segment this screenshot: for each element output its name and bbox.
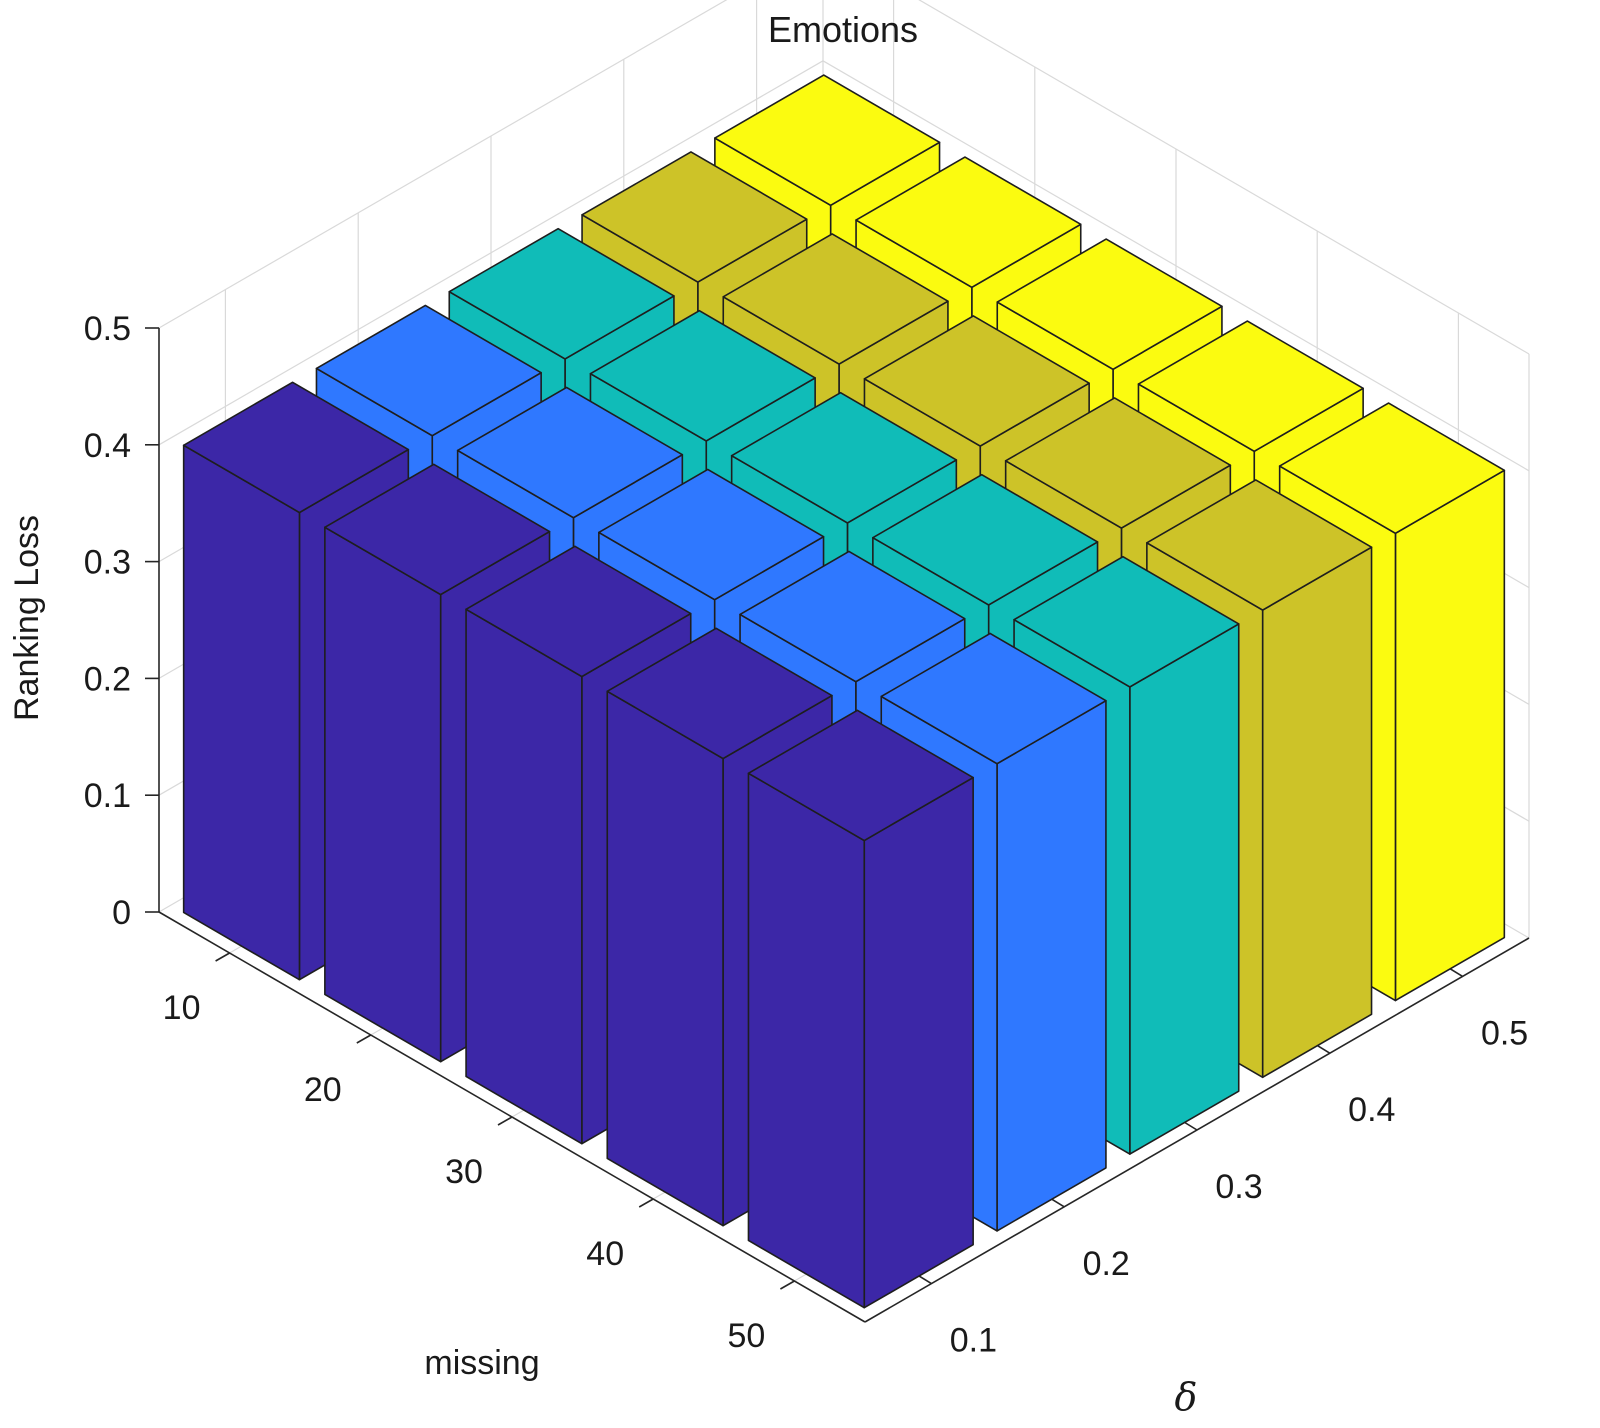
bar-face-left: [606, 690, 724, 1227]
missing-tick-label: 30: [445, 1153, 483, 1191]
bar-face-left: [324, 526, 442, 1063]
bar-face-right: [996, 699, 1107, 1232]
delta-tick-label: 0.5: [1481, 1014, 1528, 1052]
delta-tick-label: 0.2: [1083, 1245, 1130, 1283]
bar-face-right: [1394, 469, 1506, 1002]
bar-face-left: [747, 772, 866, 1309]
z-tick-label: 0: [112, 894, 131, 932]
bar-face-top: [872, 473, 1099, 606]
bar-face-top: [1004, 397, 1232, 529]
delta-tick-label: 0.3: [1215, 1168, 1262, 1206]
bar-face-top: [747, 709, 974, 842]
bar-face-top: [880, 632, 1107, 765]
delta-tick-mark: [1050, 1198, 1065, 1208]
bar-face-left: [465, 608, 583, 1145]
bar-face-top: [1137, 320, 1364, 453]
delta-tick-mark: [1316, 1044, 1331, 1054]
bar-face-top: [722, 233, 949, 365]
bar-face-top: [589, 309, 816, 442]
delta-tick-label: 0.1: [950, 1322, 997, 1360]
delta-tick-mark: [1183, 1121, 1198, 1131]
bar-face-right: [863, 776, 974, 1309]
z-axis-label: Ranking Loss: [8, 515, 46, 721]
bar-face-top: [863, 315, 1090, 447]
bar-face-top: [1146, 479, 1373, 611]
delta-tick-label: 0.4: [1348, 1091, 1395, 1129]
chart-title: Emotions: [768, 9, 918, 50]
bar-face-top: [448, 227, 675, 360]
z-tick-label: 0.4: [84, 427, 131, 465]
bar-face-top: [581, 151, 808, 283]
missing-tick-mark: [780, 1280, 795, 1290]
missing-tick-label: 20: [304, 1071, 342, 1109]
z-tick-label: 0.1: [84, 777, 131, 815]
missing-tick-label: 10: [163, 989, 201, 1027]
missing-tick-label: 40: [586, 1235, 624, 1273]
delta-axis-label: δ: [1175, 1375, 1198, 1419]
missing-axis-label: missing: [424, 1344, 539, 1382]
bar-face-right: [1129, 623, 1240, 1155]
delta-tick-mark: [917, 1274, 932, 1285]
bar-face-left: [182, 444, 301, 981]
bar-face-top: [456, 386, 684, 519]
axes: [145, 327, 1530, 1323]
bar-face-top: [1278, 402, 1506, 535]
bar-face-top: [714, 74, 941, 207]
bar-face-top: [739, 550, 966, 683]
bar-face-top: [465, 545, 692, 678]
delta-tick-mark: [1449, 967, 1464, 978]
missing-tick-mark: [356, 1034, 372, 1044]
tick-labels: 0 0.1 0.2 0.3 0.4 0.5 10 20 30 40 50 0.1 0.2 0.3 0.4 0.…: [84, 310, 1528, 1360]
bar-face-top: [730, 391, 958, 524]
bar-50-0.1: [747, 709, 974, 1309]
bar-face-top: [315, 304, 542, 437]
missing-tick-mark: [497, 1116, 513, 1126]
z-tick-label: 0.3: [84, 544, 131, 582]
bars: [182, 74, 1506, 1309]
bar-face-top: [324, 463, 551, 596]
bar-face-top: [996, 238, 1223, 371]
z-tick-label: 0.5: [84, 310, 131, 348]
bar-face-right: [1261, 546, 1373, 1079]
bar-face-top: [598, 468, 825, 601]
missing-tick-mark: [638, 1198, 654, 1208]
z-tick-label: 0.2: [84, 660, 131, 698]
missing-tick-mark: [215, 952, 230, 962]
bar-face-top: [606, 627, 833, 760]
bar-face-top: [855, 156, 1082, 289]
missing-tick-label: 50: [727, 1317, 765, 1355]
bar-face-top: [1013, 555, 1240, 688]
bar-face-top: [182, 381, 410, 514]
